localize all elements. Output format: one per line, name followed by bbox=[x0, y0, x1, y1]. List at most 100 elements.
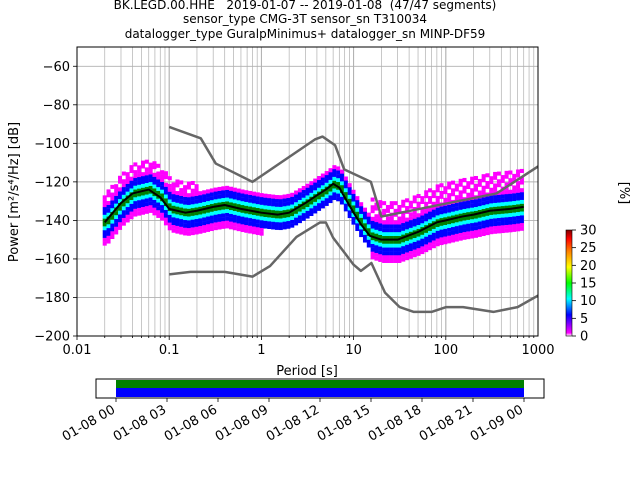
heatmap-cell bbox=[516, 184, 521, 189]
heatmap-cell bbox=[485, 219, 490, 224]
series-layer bbox=[103, 125, 538, 314]
heatmap-cell bbox=[466, 227, 471, 232]
heatmap-cell bbox=[240, 216, 245, 221]
heatmap-cell bbox=[278, 206, 283, 211]
heatmap-cell bbox=[447, 227, 452, 232]
heatmap-cell bbox=[179, 222, 184, 227]
heatmap-cell bbox=[508, 178, 513, 183]
heatmap-cell bbox=[473, 199, 478, 204]
heatmap-cell bbox=[137, 188, 142, 193]
heatmap-cell bbox=[236, 192, 241, 197]
heatmap-cell bbox=[225, 216, 230, 221]
heatmap-cell bbox=[458, 213, 463, 218]
heatmap-cell bbox=[217, 225, 222, 230]
heatmap-cell bbox=[389, 201, 394, 206]
heatmap-cell bbox=[435, 219, 440, 224]
heatmap-cell bbox=[500, 190, 505, 195]
heatmap-cell bbox=[439, 194, 444, 199]
heatmap-cell bbox=[458, 201, 463, 206]
heatmap-cell bbox=[118, 218, 123, 223]
plot-frame bbox=[76, 46, 539, 337]
heatmap-cell bbox=[389, 228, 394, 233]
heatmap-cell bbox=[206, 189, 211, 194]
heatmap-cell bbox=[489, 195, 494, 200]
heatmap-cell bbox=[366, 212, 371, 217]
heatmap-cell bbox=[167, 218, 172, 223]
heatmap-cell bbox=[317, 195, 322, 200]
heatmap-cell bbox=[439, 210, 444, 215]
heatmap-cell bbox=[378, 254, 383, 259]
heatmap-cell bbox=[144, 209, 149, 214]
heatmap-cell bbox=[232, 226, 237, 231]
heatmap-cell bbox=[163, 175, 168, 180]
heatmap-cell bbox=[278, 222, 283, 227]
heatmap-cell bbox=[489, 176, 494, 181]
heatmap-cell bbox=[412, 214, 417, 219]
heatmap-cell bbox=[496, 171, 501, 176]
heatmap-cell bbox=[401, 199, 406, 204]
heatmap-cell bbox=[481, 205, 486, 210]
heatmap-cell bbox=[225, 189, 230, 194]
heatmap-cell bbox=[313, 209, 318, 214]
heatmap-cell bbox=[140, 202, 146, 208]
heatmap-cell bbox=[125, 203, 130, 208]
heatmap-cell bbox=[121, 194, 126, 199]
heatmap-cell bbox=[447, 220, 452, 225]
heatmap-cell bbox=[317, 199, 322, 204]
heatmap-cell bbox=[320, 200, 325, 205]
heatmap-cell bbox=[382, 228, 387, 233]
heatmap-cell bbox=[301, 205, 306, 210]
heatmap-cell bbox=[447, 185, 452, 190]
heatmap-cell bbox=[397, 208, 402, 213]
heatmap-cell bbox=[416, 251, 421, 256]
heatmap-cell bbox=[355, 203, 360, 208]
heatmap-cell bbox=[179, 230, 184, 235]
heatmap-cell bbox=[248, 206, 253, 211]
heatmap-cell bbox=[393, 235, 398, 240]
heatmap-cell bbox=[163, 194, 168, 199]
heatmap-cell bbox=[202, 209, 207, 214]
heatmap-cell bbox=[493, 183, 498, 188]
heatmap-cell bbox=[271, 213, 276, 218]
heatmap-cell bbox=[133, 208, 138, 213]
heatmap-cell bbox=[102, 210, 107, 215]
heatmap-cell bbox=[137, 173, 142, 178]
heatmap-cell bbox=[320, 177, 325, 182]
heatmap-cell bbox=[385, 220, 390, 225]
heatmap-cell bbox=[152, 172, 157, 177]
heatmap-cell bbox=[439, 241, 444, 246]
x-tick-label: 10 bbox=[345, 343, 362, 358]
heatmap-cell bbox=[202, 205, 207, 210]
heatmap-cell bbox=[148, 197, 153, 202]
heatmap-cell bbox=[516, 215, 521, 220]
heatmap-cell bbox=[489, 222, 494, 227]
heatmap-cell bbox=[435, 242, 440, 247]
heatmap-cell bbox=[496, 183, 501, 188]
heatmap-cell bbox=[133, 197, 138, 202]
heatmap-cell bbox=[424, 217, 429, 222]
heatmap-cell bbox=[428, 226, 433, 231]
heatmap-cell bbox=[481, 197, 486, 202]
heatmap-cell bbox=[447, 212, 452, 217]
heatmap-cell bbox=[209, 223, 214, 228]
heatmap-cell bbox=[385, 235, 390, 240]
heatmap-cell bbox=[118, 198, 123, 203]
heatmap-cell bbox=[450, 226, 456, 231]
heatmap-cell bbox=[110, 215, 115, 220]
heatmap-cell bbox=[148, 166, 153, 171]
heatmap-cell bbox=[405, 256, 410, 261]
heatmap-cell bbox=[504, 220, 509, 225]
heatmap-cell bbox=[232, 187, 237, 192]
heatmap-cell bbox=[267, 205, 272, 210]
y-axis-label: Power [m²/s⁴/Hz] [dB] bbox=[7, 122, 22, 262]
heatmap-cell bbox=[481, 201, 486, 206]
heatmap-cell bbox=[466, 181, 471, 186]
heatmap-cell bbox=[263, 212, 268, 217]
heatmap-cell bbox=[152, 211, 157, 216]
heatmap-cell bbox=[420, 246, 425, 251]
heatmap-cell bbox=[240, 193, 245, 198]
heatmap-cell bbox=[500, 205, 505, 210]
heatmap-cell bbox=[458, 178, 463, 183]
heatmap-cell bbox=[290, 223, 295, 228]
